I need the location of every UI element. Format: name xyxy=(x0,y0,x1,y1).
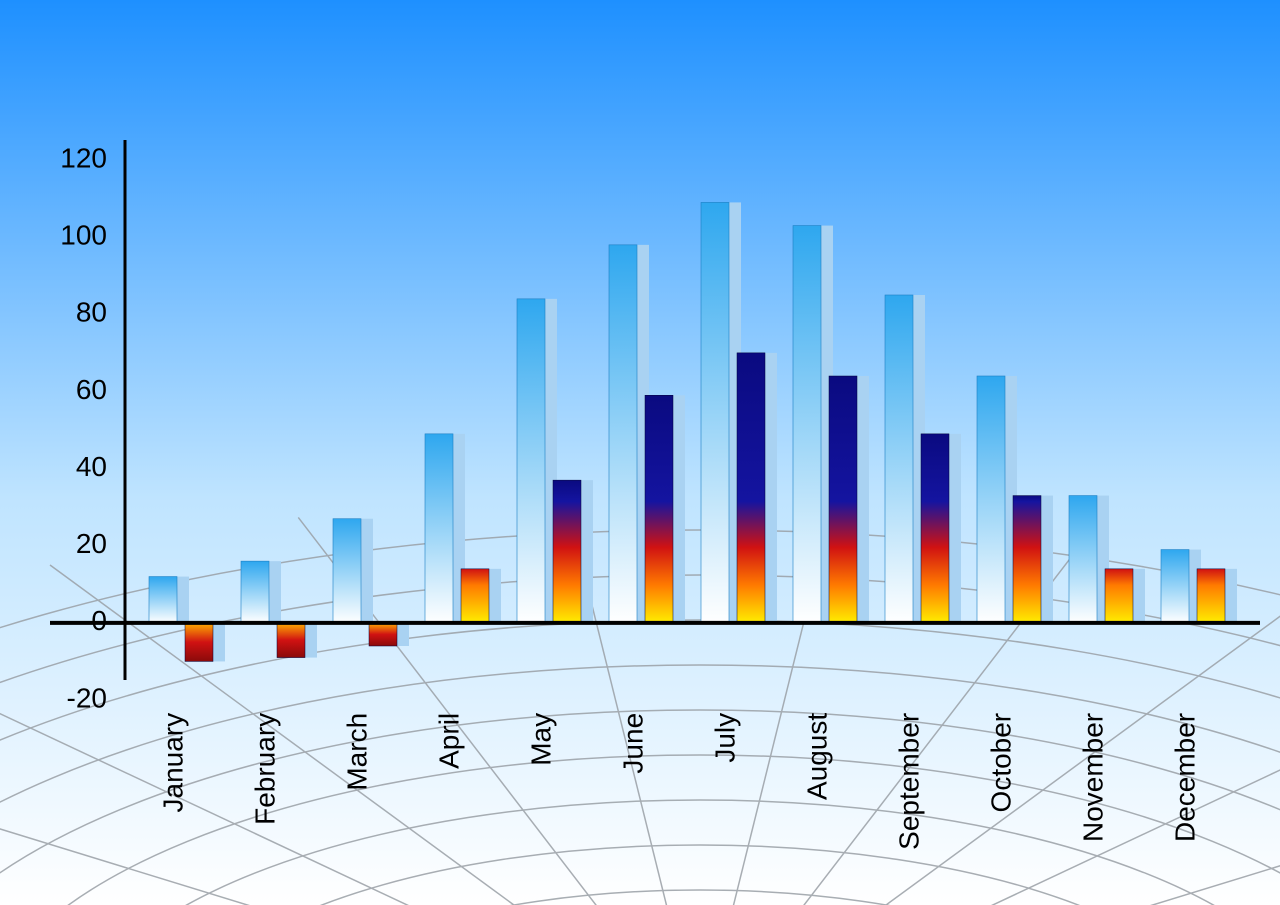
x-tick: February xyxy=(249,713,280,825)
x-tick-label: November xyxy=(1077,713,1108,842)
bar-series-b xyxy=(553,480,581,623)
x-tick-label: October xyxy=(985,713,1016,813)
y-tick-label: 120 xyxy=(60,142,107,173)
bar-series-a xyxy=(1069,496,1097,623)
y-tick-label: 40 xyxy=(76,451,107,482)
bar-series-a xyxy=(609,245,637,623)
y-tick-label: -20 xyxy=(67,682,107,713)
bar-series-a xyxy=(793,226,821,623)
x-tick: September xyxy=(893,713,924,850)
bar-series-b xyxy=(921,434,949,623)
x-tick: November xyxy=(1077,713,1108,842)
y-tick-label: 0 xyxy=(91,605,107,636)
bar-series-a xyxy=(517,299,545,623)
bar-series-a xyxy=(425,434,453,623)
x-tick-label: February xyxy=(249,713,280,825)
x-tick-label: April xyxy=(433,713,464,769)
y-tick-label: 80 xyxy=(76,297,107,328)
x-tick: December xyxy=(1169,713,1200,842)
bar-series-b xyxy=(1197,569,1225,623)
x-tick-label: March xyxy=(341,713,372,791)
x-tick-label: May xyxy=(525,713,556,766)
x-tick: May xyxy=(525,713,556,766)
bar-series-a xyxy=(701,202,729,622)
x-tick-label: July xyxy=(709,713,740,763)
bar-series-a xyxy=(149,577,177,623)
bar-series-a xyxy=(977,376,1005,623)
bar-series-b xyxy=(369,623,397,646)
x-tick: October xyxy=(985,713,1016,813)
chart-svg: -20 0 20 40 60 80 100 120 January February March Ap… xyxy=(0,0,1280,905)
x-tick: January xyxy=(157,713,188,813)
chart-stage: -20 0 20 40 60 80 100 120 January February March Ap… xyxy=(0,0,1280,905)
bar-series-b xyxy=(737,353,765,623)
bar-series-b xyxy=(645,395,673,623)
x-tick: July xyxy=(709,713,740,763)
bar-series-a xyxy=(333,519,361,623)
x-tick-label: June xyxy=(617,713,648,774)
x-tick-label: September xyxy=(893,713,924,850)
bar-series-a xyxy=(885,295,913,623)
bar-series-b xyxy=(1013,496,1041,623)
x-tick-label: December xyxy=(1169,713,1200,842)
bar-series-b xyxy=(277,623,305,658)
y-tick-label: 100 xyxy=(60,220,107,251)
bar-series-a xyxy=(1161,550,1189,623)
x-tick: June xyxy=(617,713,648,774)
bar-series-b xyxy=(829,376,857,623)
x-tick-label: August xyxy=(801,713,832,800)
y-tick-label: 20 xyxy=(76,528,107,559)
x-tick-label: January xyxy=(157,713,188,813)
bar-series-b xyxy=(1105,569,1133,623)
bar-series-b xyxy=(461,569,489,623)
bar-series-b xyxy=(185,623,213,662)
y-tick-label: 60 xyxy=(76,374,107,405)
x-tick: August xyxy=(801,713,832,800)
x-tick: April xyxy=(433,713,464,769)
x-tick: March xyxy=(341,713,372,791)
bar-series-a xyxy=(241,561,269,623)
